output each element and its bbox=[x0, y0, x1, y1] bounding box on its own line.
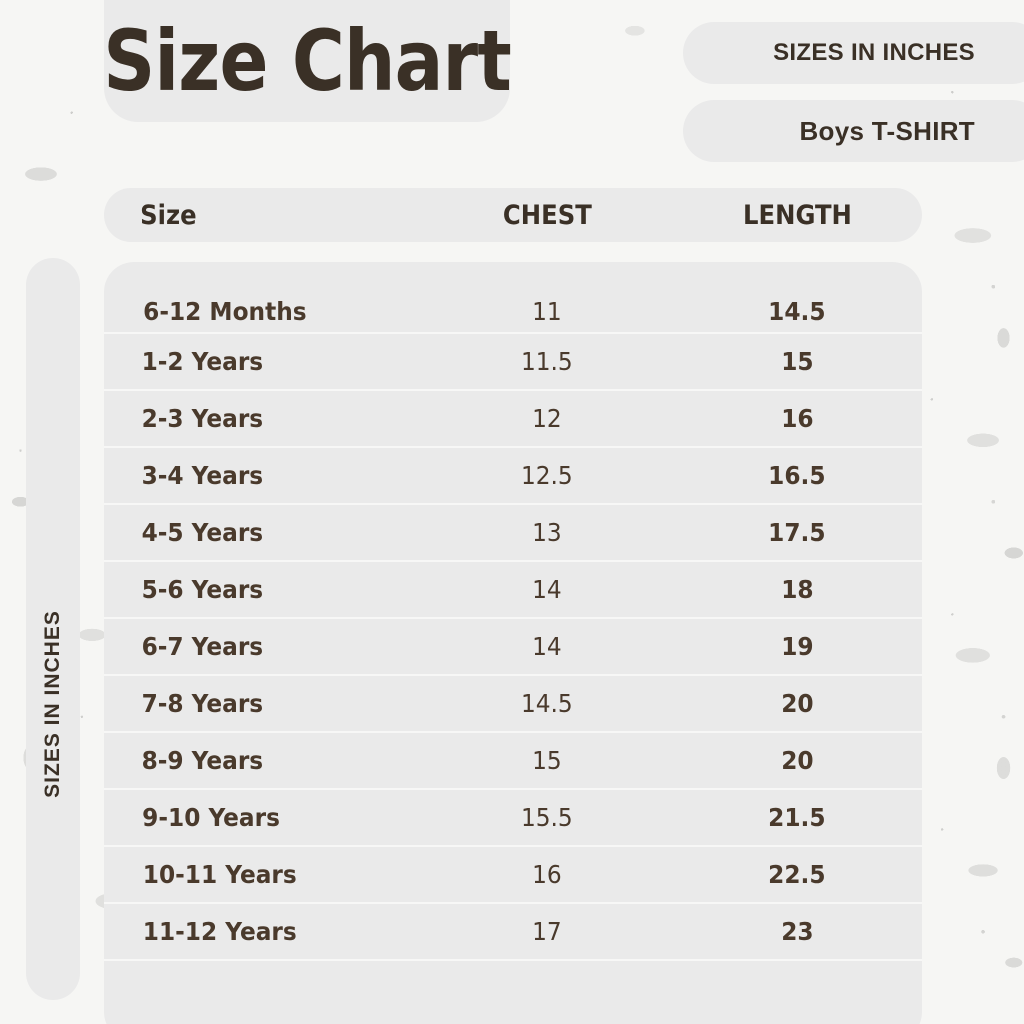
length-value: 20 bbox=[780, 746, 814, 775]
length-value: 19 bbox=[780, 632, 814, 661]
cell-chest: 12.5 bbox=[422, 461, 672, 490]
cell-size: 5-6 Years bbox=[104, 575, 422, 604]
column-header-chest: CHEST bbox=[502, 199, 592, 231]
cell-chest: 14 bbox=[422, 632, 672, 661]
cell-length: 18 bbox=[672, 575, 922, 604]
badge-product-label: Boys T-SHIRT bbox=[799, 115, 975, 146]
cell-chest: 12 bbox=[422, 404, 672, 433]
column-header-length: LENGTH bbox=[742, 199, 852, 231]
table-header-row: Size CHEST LENGTH bbox=[104, 188, 922, 242]
cell-length: 17.5 bbox=[672, 518, 922, 547]
cell-chest: 14.5 bbox=[422, 689, 672, 718]
size-label: 6-7 Years bbox=[141, 632, 264, 661]
size-label: 10-11 Years bbox=[142, 860, 297, 889]
side-rail-units: SIZES IN INCHES bbox=[26, 258, 80, 1000]
cell-chest: 17 bbox=[422, 917, 672, 946]
cell-chest: 13 bbox=[422, 518, 672, 547]
cell-length: 19 bbox=[672, 632, 922, 661]
length-value: 22.5 bbox=[768, 860, 826, 889]
size-label: 2-3 Years bbox=[141, 404, 264, 433]
length-value: 23 bbox=[780, 917, 814, 946]
chest-value: 11.5 bbox=[521, 347, 573, 376]
size-label: 8-9 Years bbox=[141, 746, 264, 775]
chest-value: 15.5 bbox=[521, 803, 573, 832]
table-row: 8-9 Years 15 20 bbox=[104, 733, 922, 790]
table-row: 5-6 Years 14 18 bbox=[104, 562, 922, 619]
table-row: 6-7 Years 14 19 bbox=[104, 619, 922, 676]
cell-length: 16 bbox=[672, 404, 922, 433]
chest-value: 12.5 bbox=[521, 461, 573, 490]
table-row: 2-3 Years 12 16 bbox=[104, 391, 922, 448]
cell-length: 20 bbox=[672, 746, 922, 775]
badge-units-label: SIZES IN INCHES bbox=[773, 39, 975, 66]
chest-value: 13 bbox=[532, 518, 562, 547]
chest-value: 12 bbox=[532, 404, 562, 433]
cell-chest: 15 bbox=[422, 746, 672, 775]
length-value: 20 bbox=[780, 689, 814, 718]
chest-value: 16 bbox=[532, 860, 562, 889]
size-label: 7-8 Years bbox=[141, 689, 264, 718]
length-value: 15 bbox=[780, 347, 814, 376]
cell-size: 11-12 Years bbox=[104, 917, 422, 946]
cell-length: 20 bbox=[672, 689, 922, 718]
chest-value: 14.5 bbox=[521, 689, 573, 718]
cell-chest: 16 bbox=[422, 860, 672, 889]
size-label: 11-12 Years bbox=[142, 917, 297, 946]
cell-size: 7-8 Years bbox=[104, 689, 422, 718]
cell-size: 8-9 Years bbox=[104, 746, 422, 775]
size-table-body: 6-12 Months 11 14.5 1-2 Years 11.5 15 2-3 Year… bbox=[104, 262, 922, 1024]
table-row: 9-10 Years 15.5 21.5 bbox=[104, 790, 922, 847]
title-banner: Size Chart bbox=[103, 0, 512, 122]
size-label: 9-10 Years bbox=[142, 803, 280, 832]
size-label: 3-4 Years bbox=[141, 461, 264, 490]
length-value: 14.5 bbox=[768, 297, 826, 326]
length-value: 17.5 bbox=[768, 518, 826, 547]
cell-chest: 11.5 bbox=[422, 347, 672, 376]
cell-length: 22.5 bbox=[672, 860, 922, 889]
length-value: 16.5 bbox=[768, 461, 826, 490]
cell-size: 4-5 Years bbox=[104, 518, 422, 547]
cell-chest: 11 bbox=[422, 297, 672, 326]
page-title: Size Chart bbox=[103, 12, 512, 110]
cell-chest: 14 bbox=[422, 575, 672, 604]
length-value: 21.5 bbox=[768, 803, 826, 832]
cell-length: 23 bbox=[672, 917, 922, 946]
chest-value: 14 bbox=[532, 575, 562, 604]
cell-size: 1-2 Years bbox=[104, 347, 422, 376]
size-label: 6-12 Months bbox=[143, 297, 307, 326]
cell-size: 2-3 Years bbox=[104, 404, 422, 433]
chest-value: 11 bbox=[532, 297, 562, 326]
table-row: 11-12 Years 17 23 bbox=[104, 904, 922, 961]
table-row: 10-11 Years 16 22.5 bbox=[104, 847, 922, 904]
badge-product-type: Boys T-SHIRT bbox=[683, 100, 1024, 162]
badge-sizes-in-inches: SIZES IN INCHES bbox=[683, 22, 1024, 84]
cell-length: 15 bbox=[672, 347, 922, 376]
side-rail-label: SIZES IN INCHES bbox=[41, 610, 65, 798]
cell-size: 10-11 Years bbox=[104, 860, 422, 889]
cell-length: 21.5 bbox=[672, 803, 922, 832]
table-row: 7-8 Years 14.5 20 bbox=[104, 676, 922, 733]
column-header-size: Size bbox=[140, 199, 197, 231]
cell-chest: 15.5 bbox=[422, 803, 672, 832]
chest-value: 17 bbox=[532, 917, 562, 946]
chest-value: 15 bbox=[532, 746, 562, 775]
table-row: 3-4 Years 12.5 16.5 bbox=[104, 448, 922, 505]
length-value: 18 bbox=[780, 575, 814, 604]
cell-size: 6-7 Years bbox=[104, 632, 422, 661]
table-row: 1-2 Years 11.5 15 bbox=[104, 334, 922, 391]
length-value: 16 bbox=[780, 404, 814, 433]
cell-length: 16.5 bbox=[672, 461, 922, 490]
table-row: 6-12 Months 11 14.5 bbox=[104, 262, 922, 334]
size-label: 5-6 Years bbox=[141, 575, 264, 604]
cell-size: 6-12 Months bbox=[104, 297, 422, 326]
size-label: 1-2 Years bbox=[141, 347, 264, 376]
chest-value: 14 bbox=[532, 632, 562, 661]
cell-length: 14.5 bbox=[672, 297, 922, 326]
cell-size: 3-4 Years bbox=[104, 461, 422, 490]
table-row: 4-5 Years 13 17.5 bbox=[104, 505, 922, 562]
size-label: 4-5 Years bbox=[141, 518, 264, 547]
cell-size: 9-10 Years bbox=[104, 803, 422, 832]
